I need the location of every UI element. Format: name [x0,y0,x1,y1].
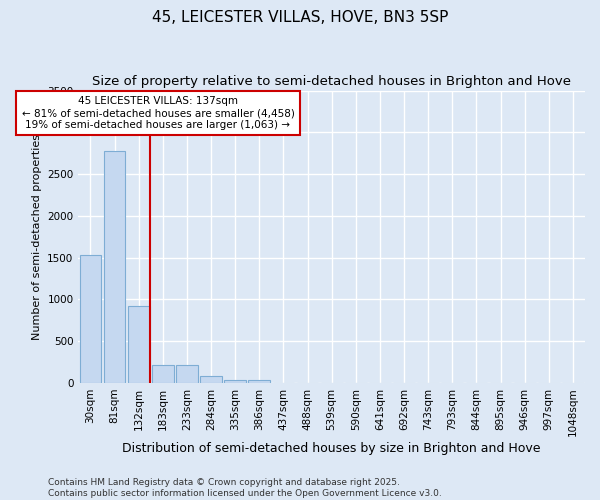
Title: Size of property relative to semi-detached houses in Brighton and Hove: Size of property relative to semi-detach… [92,75,571,88]
Bar [80,255,101,383]
Bar [128,306,149,383]
Bar [104,150,125,383]
Bar [248,380,270,383]
Text: Contains HM Land Registry data © Crown copyright and database right 2025.
Contai: Contains HM Land Registry data © Crown c… [48,478,442,498]
Bar [200,376,222,383]
Text: 45 LEICESTER VILLAS: 137sqm
← 81% of semi-detached houses are smaller (4,458)
19: 45 LEICESTER VILLAS: 137sqm ← 81% of sem… [22,96,295,130]
Text: 45, LEICESTER VILLAS, HOVE, BN3 5SP: 45, LEICESTER VILLAS, HOVE, BN3 5SP [152,10,448,25]
X-axis label: Distribution of semi-detached houses by size in Brighton and Hove: Distribution of semi-detached houses by … [122,442,541,455]
Y-axis label: Number of semi-detached properties: Number of semi-detached properties [32,134,41,340]
Bar [176,366,198,383]
Bar [224,380,246,383]
Bar [152,366,173,383]
